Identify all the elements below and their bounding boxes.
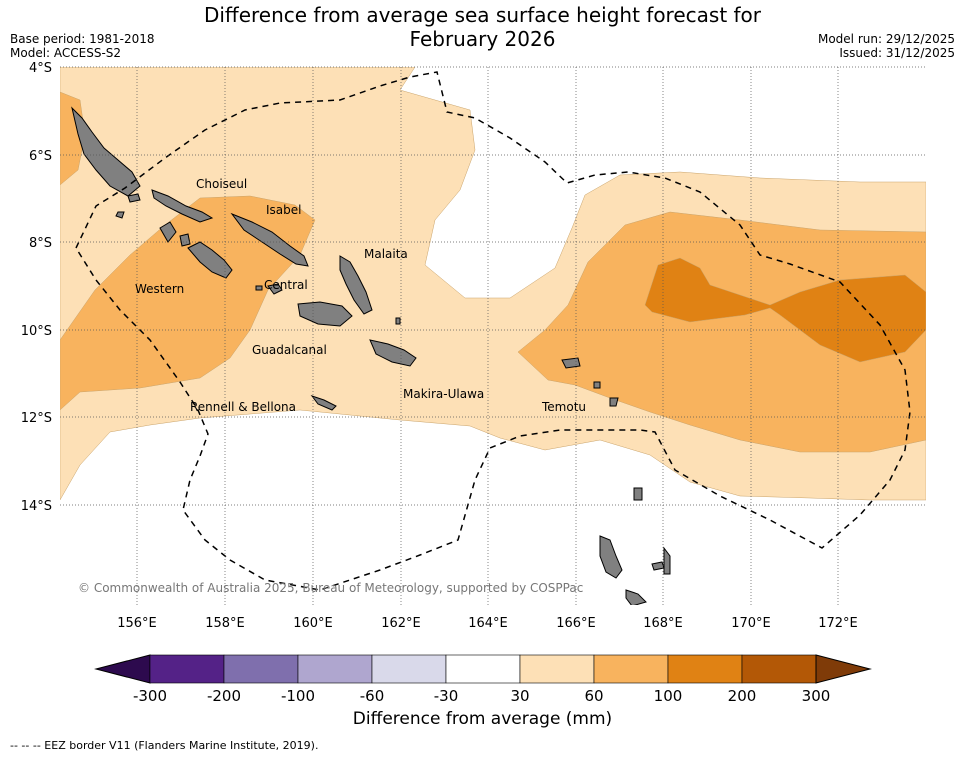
colorbar-tick-label: -60 [360, 687, 385, 705]
land-kolombangara [179, 233, 191, 247]
land-guadalcanal [297, 301, 353, 327]
land-russell [255, 285, 263, 291]
colorbar-segment [519, 654, 595, 684]
colorbar-segment [741, 654, 817, 684]
land-vanuatu-espiritu [599, 535, 623, 579]
colorbar-tick-label: -300 [133, 687, 167, 705]
map-title: Difference from average sea surface heig… [0, 3, 965, 51]
meta-left: Base period: 1981-2018 Model: ACCESS-S2 [10, 32, 155, 60]
copyright-notice: © Commonwealth of Australia 2025, Bureau… [78, 581, 583, 595]
land-temotu-small [593, 381, 601, 389]
region-makira-ulawa: Makira-Ulawa [403, 387, 484, 401]
region-central: Central [264, 278, 308, 292]
land-torres [609, 397, 619, 407]
colorbar-extend-min [94, 654, 151, 684]
contour-band-100-200 [644, 257, 926, 363]
colorbar-segment [297, 654, 373, 684]
region-guadalcanal: Guadalcanal [252, 343, 327, 357]
lon-label-166e: 166°E [556, 616, 596, 631]
land-malaita [339, 255, 373, 315]
base-period: Base period: 1981-2018 [10, 32, 155, 46]
region-isabel: Isabel [266, 203, 301, 217]
colorbar-label: Difference from average (mm) [352, 709, 613, 729]
colorbar-tick-label: -100 [281, 687, 315, 705]
land-banks [633, 487, 643, 501]
land-choiseul [151, 189, 214, 223]
land-isabel [230, 212, 309, 267]
lat-label-14s: 14°S [21, 499, 52, 514]
land-vanuatu-malekula [625, 589, 647, 605]
land-rennell [310, 395, 337, 411]
region-western: Western [135, 282, 184, 296]
model-name: Model: ACCESS-S2 [10, 46, 122, 60]
land-new-georgia [187, 241, 233, 279]
title-line-1: Difference from average sea surface heig… [203, 3, 762, 27]
colorbar-segment [223, 654, 299, 684]
map-plot-area [60, 67, 926, 605]
lon-label-158e: 158°E [205, 616, 245, 631]
region-malaita: Malaita [364, 247, 408, 261]
lon-label-170e: 170°E [731, 616, 771, 631]
issued-date: Issued: 31/12/2025 [839, 46, 955, 60]
region-choiseul: Choiseul [196, 177, 247, 191]
colorbar-segment [371, 654, 447, 684]
land-bougainville [71, 106, 141, 197]
colorbar-segment [667, 654, 743, 684]
eez-border [75, 71, 911, 591]
region-temotu: Temotu [541, 400, 586, 414]
map-gridlines [60, 66, 926, 605]
land-masses [71, 106, 671, 605]
lat-label-4s: 4°S [29, 61, 52, 76]
eez-legend-note: -- -- -- EEZ border V11 (Flanders Marine… [10, 739, 319, 752]
region-rennell-bellona: Rennell & Bellona [190, 400, 296, 414]
colorbar-extend-max [815, 654, 872, 684]
lon-label-172e: 172°E [818, 616, 858, 631]
land-vella [159, 221, 177, 243]
colorbar-segment [593, 654, 669, 684]
title-line-2: February 2026 [409, 27, 556, 51]
meta-right: Model run: 29/12/2025 Issued: 31/12/2025 [818, 32, 955, 60]
colorbar-segment [149, 654, 225, 684]
colorbar-tick-label: 30 [510, 687, 529, 705]
colorbar-tick-label: 300 [802, 687, 831, 705]
colorbar-tick-label: 200 [728, 687, 757, 705]
lon-label-160e: 160°E [293, 616, 333, 631]
land-shortlands [115, 211, 125, 219]
lat-label-6s: 6°S [29, 149, 52, 164]
lon-label-162e: 162°E [381, 616, 421, 631]
lon-label-164e: 164°E [468, 616, 508, 631]
model-run: Model run: 29/12/2025 [817, 32, 955, 46]
land-ontong-java [395, 317, 401, 325]
land-santa-cruz [561, 357, 581, 369]
land-vanuatu-pentecost [663, 546, 671, 575]
colorbar-segment [445, 654, 521, 684]
land-makira [369, 339, 417, 367]
lon-label-168e: 168°E [643, 616, 683, 631]
land-nggela [267, 283, 283, 295]
colorbar-tick-label: 100 [654, 687, 683, 705]
colorbar-tick-label: 60 [584, 687, 603, 705]
colorbar-tick-label: -200 [207, 687, 241, 705]
lon-label-156e: 156°E [117, 616, 157, 631]
lat-label-8s: 8°S [29, 236, 52, 251]
lat-label-10s: 10°S [21, 324, 52, 339]
colorbar-tick-label: -30 [434, 687, 459, 705]
lat-label-12s: 12°S [21, 411, 52, 426]
